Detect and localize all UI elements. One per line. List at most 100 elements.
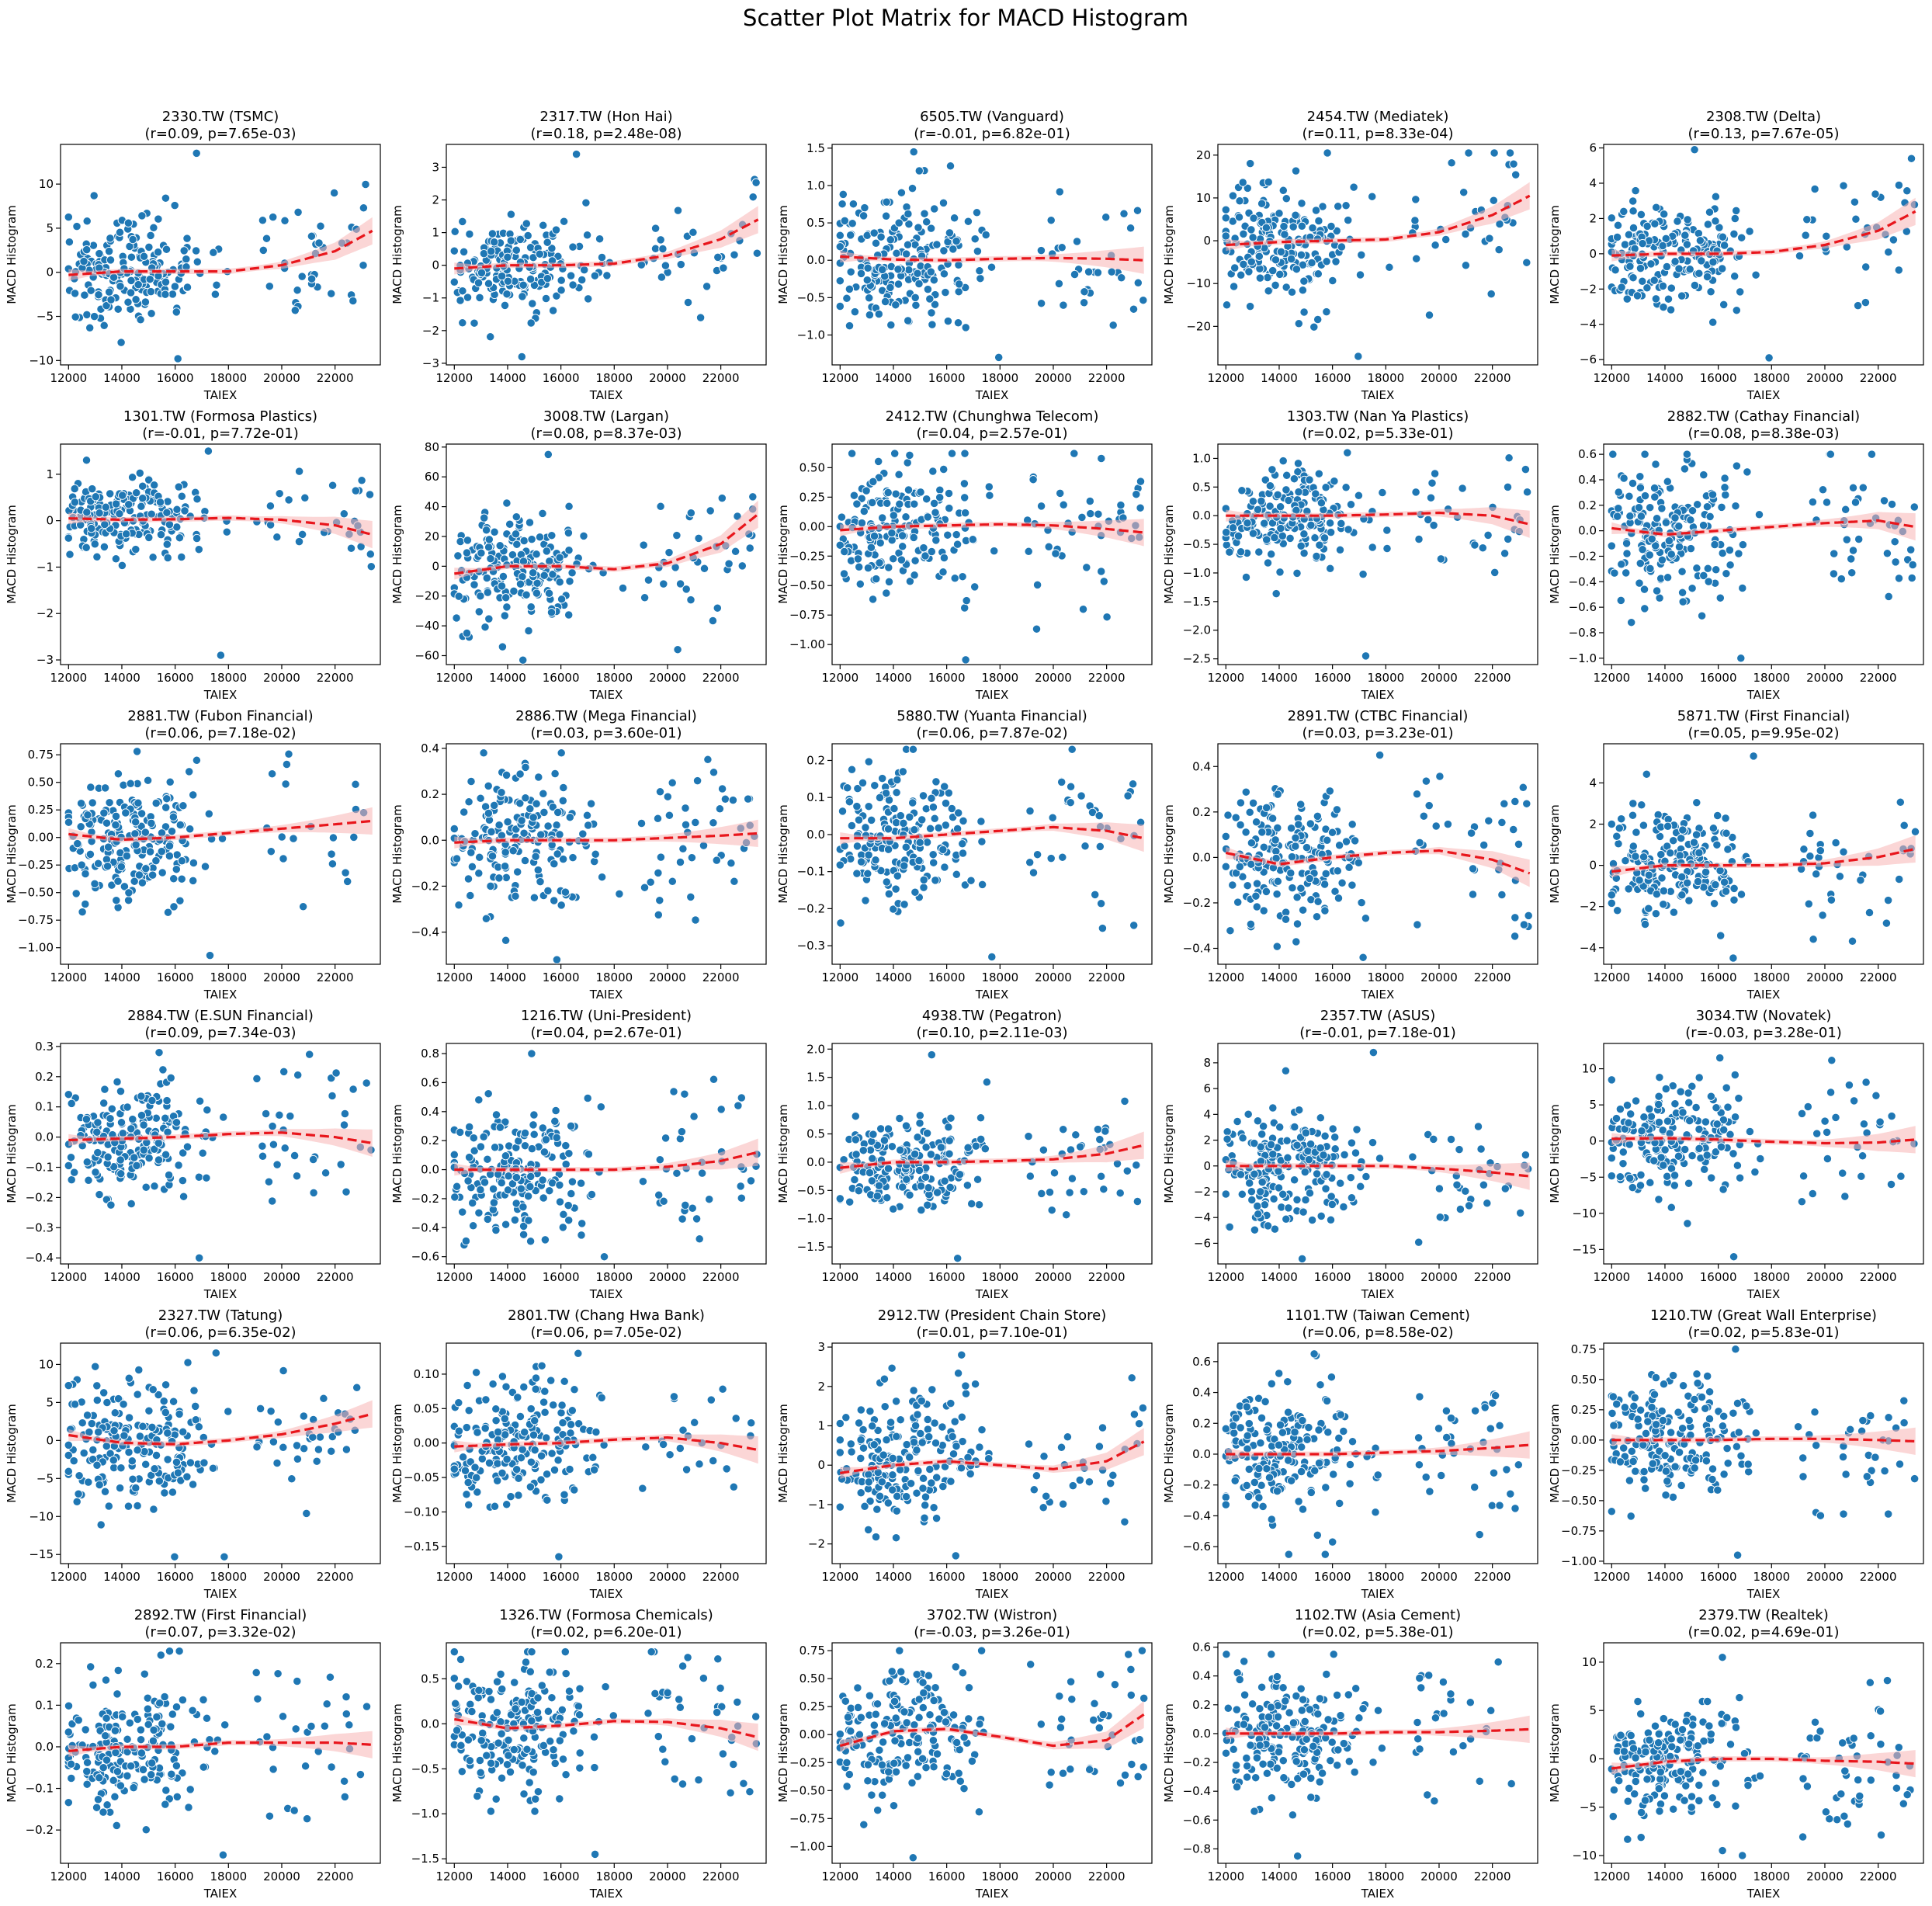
data-point: [1343, 448, 1352, 457]
x-axis-label: TAIEX: [1361, 988, 1394, 1002]
data-point: [1841, 505, 1850, 514]
data-point: [480, 1178, 490, 1187]
data-point: [1802, 215, 1812, 224]
data-point: [1822, 498, 1832, 507]
data-point: [848, 219, 857, 228]
data-point: [1729, 895, 1739, 904]
panel-3: 6505.TW (Vanguard)(r=-0.01, p=6.82e-01)1…: [776, 109, 1153, 402]
data-point: [1702, 502, 1712, 512]
data-point: [67, 1099, 76, 1109]
data-point: [552, 291, 561, 300]
x-tick-label: 18000: [1367, 371, 1404, 385]
data-point: [118, 491, 127, 500]
data-point: [1231, 813, 1240, 822]
data-point: [298, 902, 308, 911]
data-point: [1476, 1144, 1486, 1154]
data-point: [104, 246, 114, 256]
data-point: [1313, 269, 1323, 279]
data-point: [928, 467, 938, 476]
y-tick-label: 0.8: [421, 1047, 439, 1061]
data-point: [182, 1142, 193, 1151]
data-point: [494, 873, 504, 883]
data-point: [1427, 478, 1437, 488]
data-point: [1331, 257, 1341, 266]
panel-1: 2330.TW (TSMC)(r=0.09, p=7.65e-03)12000 1…: [5, 109, 381, 402]
data-point: [692, 776, 702, 786]
data-point: [1639, 821, 1649, 830]
data-point: [284, 495, 293, 505]
data-point: [664, 811, 675, 820]
y-tick-label: −3: [422, 356, 439, 370]
data-point: [730, 547, 741, 556]
x-tick-label: 18000: [595, 1270, 633, 1284]
data-point: [476, 592, 485, 601]
data-point: [543, 450, 553, 460]
y-tick-label: −60: [414, 648, 439, 662]
data-point: [1236, 820, 1245, 830]
data-point: [960, 880, 970, 890]
data-point: [182, 283, 193, 292]
data-point: [523, 231, 532, 241]
data-point: [524, 1216, 533, 1225]
y-tick-label: −0.2: [411, 1192, 439, 1206]
data-point: [557, 595, 567, 604]
data-point: [258, 245, 268, 255]
data-point: [1070, 449, 1079, 458]
data-point: [501, 770, 512, 780]
data-point: [1677, 834, 1686, 843]
data-point: [1058, 852, 1067, 862]
data-point: [584, 1149, 594, 1159]
data-point: [1661, 518, 1671, 527]
data-point: [1490, 148, 1499, 158]
data-point: [1721, 887, 1731, 896]
data-point: [865, 293, 874, 303]
data-point: [456, 296, 465, 305]
data-point: [1025, 858, 1035, 867]
data-point: [1226, 926, 1235, 936]
data-point: [1659, 886, 1669, 896]
data-point: [880, 297, 890, 307]
data-point: [1652, 586, 1662, 595]
data-point: [901, 1121, 911, 1130]
data-point: [1296, 541, 1306, 550]
data-point: [510, 1215, 520, 1225]
y-tick-label: −0.25: [18, 858, 54, 872]
x-tick-label: 20000: [649, 671, 686, 685]
data-point: [1344, 525, 1353, 534]
data-point: [450, 227, 460, 236]
data-point: [1615, 824, 1624, 833]
y-tick-label: −0.4: [1183, 942, 1211, 956]
data-point: [161, 277, 171, 286]
panel-8: 2412.TW (Chunghwa Telecom)(r=0.04, p=2.5…: [776, 408, 1153, 702]
data-point: [1656, 849, 1666, 859]
data-point: [1333, 866, 1342, 876]
data-point: [676, 259, 685, 269]
data-point: [172, 505, 182, 514]
data-point: [1355, 270, 1365, 279]
x-tick-label: 12000: [50, 671, 87, 685]
data-point: [1708, 257, 1718, 267]
data-point: [896, 811, 905, 821]
data-point: [93, 859, 103, 868]
data-point: [871, 856, 880, 865]
data-point: [599, 1252, 609, 1262]
data-point: [1667, 283, 1676, 293]
data-point: [864, 850, 873, 859]
data-point: [1322, 257, 1331, 266]
data-point: [91, 1168, 100, 1177]
data-point: [309, 1188, 318, 1198]
data-point: [140, 297, 151, 307]
data-point: [1280, 230, 1289, 239]
data-point: [945, 228, 955, 238]
data-point: [692, 1214, 702, 1224]
data-point: [490, 238, 499, 247]
data-point: [1692, 564, 1701, 573]
data-point: [172, 1118, 182, 1127]
data-point: [578, 829, 588, 838]
panel-title: 2317.TW (Hon Hai): [539, 109, 672, 125]
data-point: [124, 888, 134, 897]
data-point: [1279, 221, 1289, 231]
data-point: [1294, 319, 1303, 328]
x-tick-label: 22000: [1474, 970, 1511, 984]
data-point: [161, 1113, 170, 1123]
